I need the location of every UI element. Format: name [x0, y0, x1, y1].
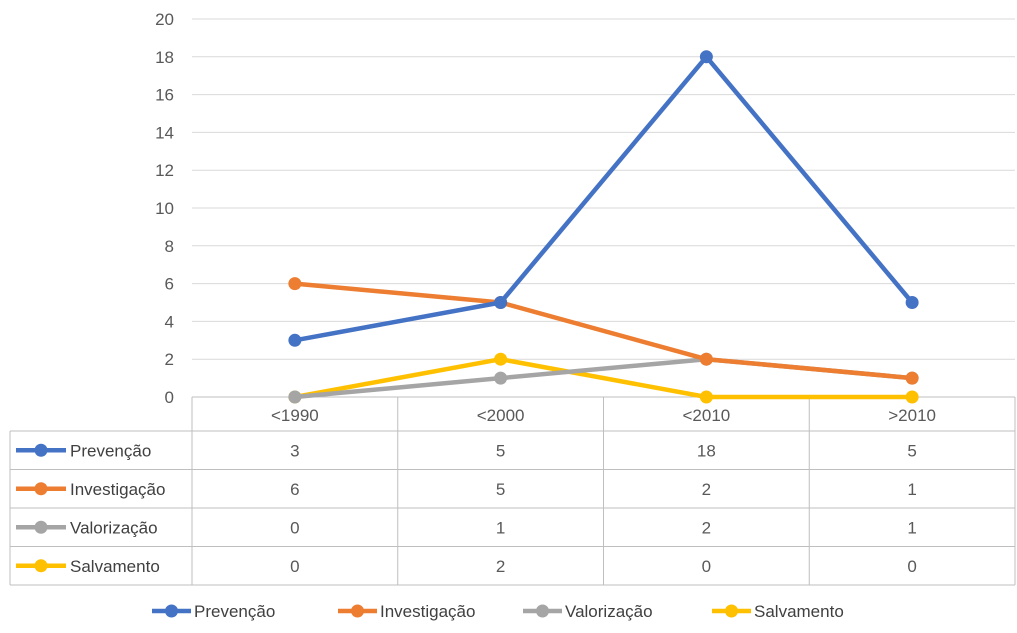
- table-legend-key-marker: [34, 443, 48, 457]
- legend-key-marker: [725, 604, 738, 618]
- table-cell-value: 0: [290, 518, 299, 537]
- table-cell-value: 5: [496, 441, 505, 460]
- data-point: [905, 371, 919, 385]
- data-point: [494, 352, 508, 366]
- table-cell-value: 5: [907, 441, 916, 460]
- table-cell-value: 3: [290, 441, 299, 460]
- data-point: [494, 296, 508, 309]
- table-cell-value: 2: [702, 518, 711, 537]
- table-series-label: Investigação: [70, 480, 165, 499]
- data-point: [905, 390, 919, 404]
- table-cell-value: 2: [496, 557, 505, 576]
- data-point: [699, 352, 713, 366]
- data-table: <1990 <2000 <2010 >2010 Prevenção 3 5 18 5 Invest…: [9, 396, 1016, 586]
- legend-key-marker: [536, 604, 549, 618]
- table-legend-key-marker: [34, 559, 48, 573]
- series-Salvamento: [288, 352, 919, 404]
- table-cell-value: 1: [907, 480, 916, 499]
- table-cell-value: 1: [496, 518, 505, 537]
- gridlines: [192, 18, 1015, 360]
- y-tick-label: 0: [165, 388, 174, 407]
- data-point: [905, 296, 919, 309]
- y-tick-label: 20: [155, 10, 174, 29]
- series-line: [294, 54, 914, 343]
- data-point: [699, 50, 713, 64]
- table-legend-key-marker: [34, 482, 48, 496]
- legend-label: Prevenção: [194, 602, 275, 621]
- data-point: [288, 333, 302, 347]
- table-series-label: Valorização: [70, 518, 158, 537]
- y-tick-label: 2: [165, 350, 174, 369]
- y-tick-label: 12: [155, 161, 174, 180]
- table-cell-value: 18: [697, 441, 716, 460]
- data-point: [288, 390, 302, 404]
- y-tick-label: 10: [155, 199, 174, 218]
- legend-key-marker: [165, 604, 178, 618]
- y-tick-label: 16: [155, 86, 174, 105]
- data-point: [288, 277, 302, 291]
- data-point: [494, 371, 508, 385]
- y-tick-label: 18: [155, 48, 174, 67]
- y-tick-label: 14: [155, 123, 174, 142]
- table-cell-value: 0: [290, 557, 299, 576]
- category-label: <1990: [271, 406, 319, 425]
- series-line: [294, 281, 913, 381]
- table-cell-value: 2: [702, 480, 711, 499]
- category-label: <2000: [477, 406, 525, 425]
- table-series-label: Salvamento: [70, 557, 160, 576]
- legend-label: Valorização: [565, 602, 653, 621]
- table-cell-value: 6: [290, 480, 299, 499]
- legend-label: Investigação: [380, 602, 475, 621]
- table-series-label: Prevenção: [70, 441, 151, 460]
- table-cell-value: 0: [702, 557, 711, 576]
- series-Prevenção: [288, 50, 919, 347]
- y-tick-label: 8: [165, 237, 174, 256]
- table-cell-value: 0: [907, 557, 916, 576]
- table-legend-key-marker: [34, 520, 48, 534]
- table-cell-value: 5: [496, 480, 505, 499]
- category-label: <2010: [683, 406, 731, 425]
- data-point: [699, 390, 713, 404]
- y-tick-label: 4: [165, 312, 174, 331]
- y-axis-ticks: 0 2 4 6 8 10 12 14 16 18 20: [155, 10, 174, 407]
- series-lines: [288, 50, 919, 404]
- category-label: >2010: [888, 406, 936, 425]
- legend-key-marker: [351, 604, 364, 618]
- y-tick-label: 6: [165, 275, 174, 294]
- table-cell-value: 1: [907, 518, 916, 537]
- legend-label: Salvamento: [754, 602, 844, 621]
- legend: Prevenção Investigação Valorização Salvamen…: [152, 602, 844, 621]
- series-line: [294, 356, 913, 400]
